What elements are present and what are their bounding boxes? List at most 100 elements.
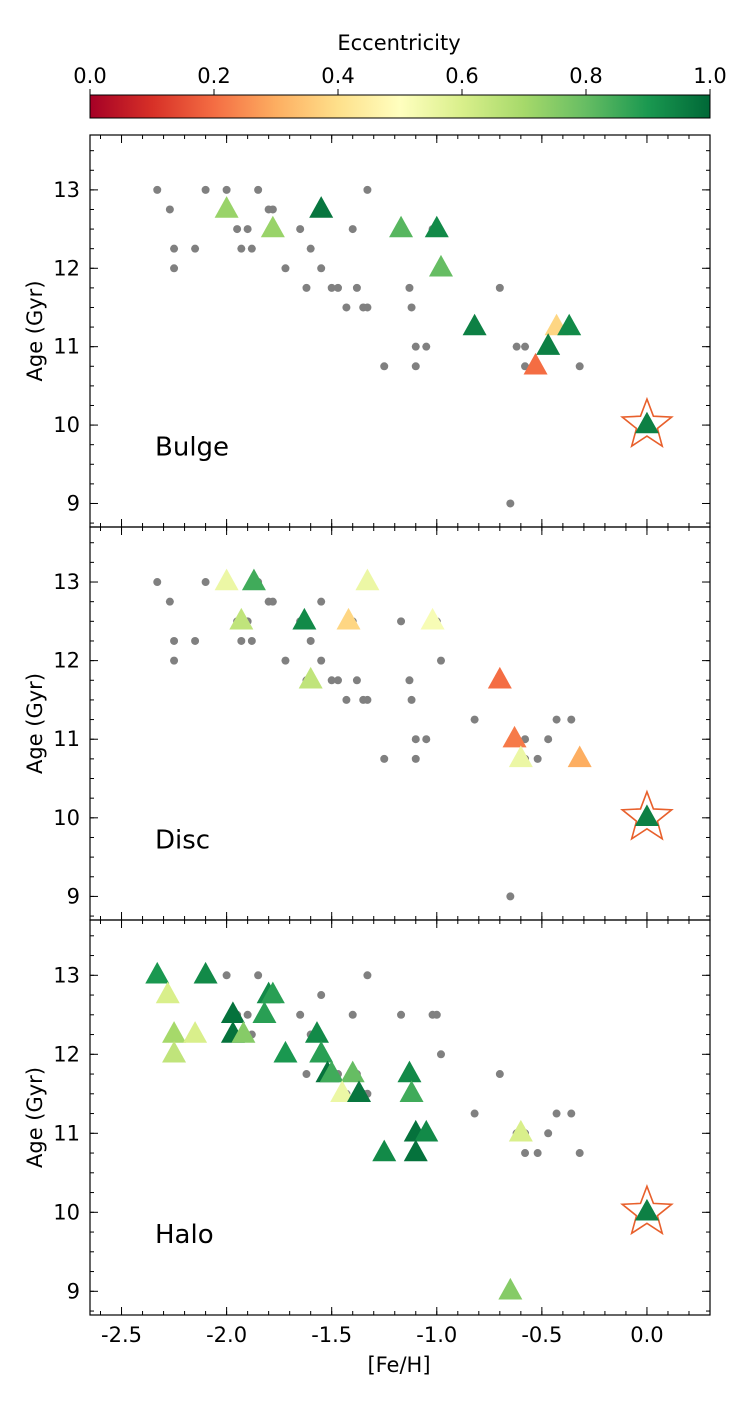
background-point xyxy=(407,695,416,704)
data-point xyxy=(162,1021,187,1043)
background-point xyxy=(348,225,357,234)
colorbar-tick-label: 0.6 xyxy=(445,64,478,88)
background-point xyxy=(495,283,504,292)
background-point xyxy=(342,303,351,312)
background-point xyxy=(243,1010,252,1019)
y-tick-label: 12 xyxy=(53,649,80,673)
background-point xyxy=(552,715,561,724)
data-point xyxy=(508,745,533,768)
background-point xyxy=(306,244,315,253)
data-point xyxy=(557,313,582,336)
data-point xyxy=(508,1119,533,1142)
background-point xyxy=(544,735,553,744)
background-point xyxy=(552,1109,561,1118)
background-point xyxy=(237,636,246,645)
data-point xyxy=(214,196,239,218)
background-point xyxy=(165,205,174,214)
data-point xyxy=(372,1139,397,1162)
reference-point xyxy=(634,1198,659,1221)
x-axis-title: [Fe/H] xyxy=(367,1353,430,1377)
background-point xyxy=(470,1109,479,1118)
data-point xyxy=(414,1119,439,1142)
reference-point xyxy=(634,411,659,434)
background-point xyxy=(222,185,231,194)
background-point xyxy=(422,735,431,744)
axes-frame xyxy=(89,526,711,921)
y-tick-label: 11 xyxy=(53,335,80,359)
data-point xyxy=(231,1021,256,1043)
data-point xyxy=(355,568,380,591)
data-point xyxy=(424,215,449,238)
data-point xyxy=(252,1001,277,1024)
background-point xyxy=(222,971,231,980)
background-point xyxy=(327,283,336,292)
background-point xyxy=(506,499,515,508)
background-point xyxy=(363,695,372,704)
background-point xyxy=(153,185,162,194)
colorbar-tick-label: 0.0 xyxy=(73,64,106,88)
data-point xyxy=(498,1277,523,1300)
background-point xyxy=(268,205,277,214)
data-point xyxy=(193,961,218,984)
data-point xyxy=(220,1001,245,1024)
data-point xyxy=(330,1080,355,1103)
data-point xyxy=(428,254,453,277)
background-point xyxy=(191,636,200,645)
panel-halo: -2.5 -2.0 -1.5 -1.0 -0.5 0.0 9 10 11 12 13 Age (Gyr… xyxy=(23,919,711,1347)
x-tick-label: -1.5 xyxy=(311,1323,352,1347)
background-point xyxy=(201,185,210,194)
background-point xyxy=(170,264,179,273)
background-point xyxy=(567,715,576,724)
data-point xyxy=(336,607,361,630)
data-point xyxy=(309,196,334,218)
panel-label: Disc xyxy=(155,825,210,855)
background-point xyxy=(521,1149,530,1158)
background-point xyxy=(397,1010,406,1019)
background-point xyxy=(302,283,311,292)
x-tick-label: 0.0 xyxy=(630,1323,663,1347)
background-point xyxy=(317,656,326,665)
y-tick-label: 10 xyxy=(53,806,80,830)
background-point xyxy=(363,185,372,194)
background-point xyxy=(544,1129,553,1138)
y-tick-label: 9 xyxy=(67,884,80,908)
data-point xyxy=(309,1040,334,1063)
colorbar-tick-label: 0.4 xyxy=(321,64,354,88)
data-point xyxy=(420,607,445,630)
data-point xyxy=(389,215,414,238)
background-point xyxy=(327,676,336,685)
background-point xyxy=(296,225,305,234)
data-point xyxy=(155,981,180,1004)
background-point xyxy=(247,636,256,645)
background-point xyxy=(302,1070,311,1079)
x-tick-label: -1.0 xyxy=(416,1323,457,1347)
background-point xyxy=(191,244,200,253)
data-point xyxy=(462,313,487,336)
y-tick-label: 12 xyxy=(53,256,80,280)
background-point xyxy=(247,244,256,253)
y-tick-label: 9 xyxy=(67,1279,80,1303)
data-point xyxy=(260,981,285,1004)
colorbar-label: Eccentricity xyxy=(337,31,460,55)
background-point xyxy=(380,362,389,371)
data-point xyxy=(145,961,170,984)
background-point xyxy=(380,754,389,763)
background-point xyxy=(237,244,246,253)
background-point xyxy=(334,676,342,685)
y-tick-label: 11 xyxy=(53,1121,80,1145)
y-axis-title: Age (Gyr) xyxy=(23,1067,47,1168)
x-tick-label: -2.0 xyxy=(206,1323,247,1347)
panel-label: Bulge xyxy=(155,433,229,463)
data-point xyxy=(298,666,323,689)
data-point xyxy=(502,725,527,748)
data-point xyxy=(304,1021,329,1043)
background-point xyxy=(317,597,326,606)
background-point xyxy=(243,225,252,234)
data-point xyxy=(241,568,266,591)
background-point xyxy=(153,578,162,587)
axes-frame xyxy=(89,134,711,528)
colorbar-tick-label: 0.8 xyxy=(569,64,602,88)
panel-label: Halo xyxy=(155,1220,214,1250)
background-point xyxy=(422,342,431,351)
background-point xyxy=(281,656,290,665)
